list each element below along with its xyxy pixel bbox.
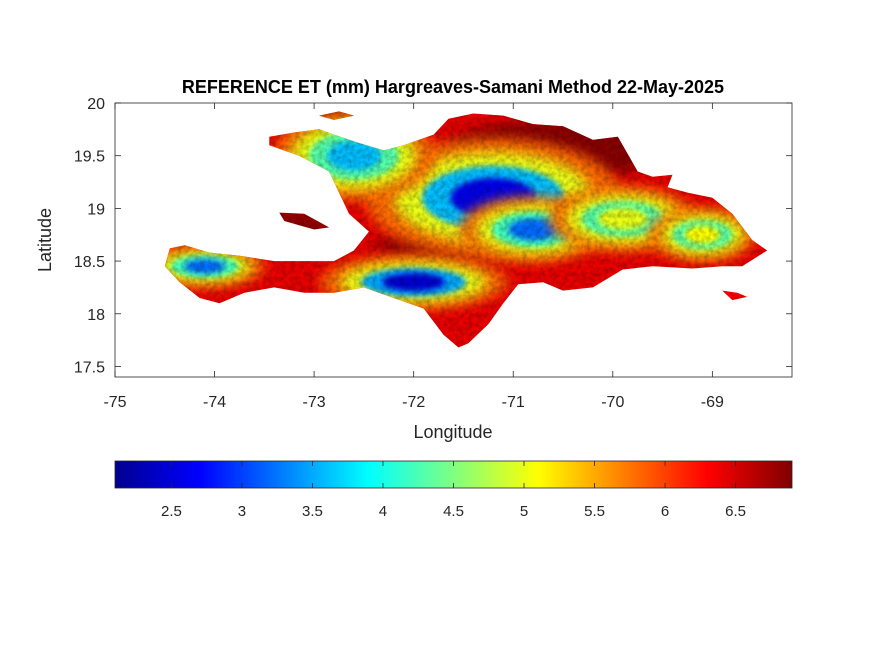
- colorbar-ticks: 2.5 3 3.5 4 4.5 5 5.5 6 6.5: [161, 461, 746, 520]
- colorbar-tick-label: 6: [661, 503, 669, 520]
- x-tick-label: -72: [402, 394, 425, 411]
- y-tick-label: 17.5: [74, 359, 105, 376]
- y-tick-label: 20: [87, 96, 105, 113]
- y-tick-label: 18: [87, 307, 105, 324]
- colorbar-tick-label: 5: [520, 503, 528, 520]
- colorbar-tick-label: 3.5: [302, 503, 323, 520]
- plot-frame: [114, 102, 793, 378]
- y-axis: 20 19.5 19 18.5 18 17.5: [74, 96, 792, 376]
- y-tick-label: 19: [87, 201, 105, 218]
- colorbar-tick-label: 2.5: [161, 503, 182, 520]
- x-axis-label: Longitude: [413, 422, 492, 442]
- x-tick-label: -70: [601, 394, 624, 411]
- colorbar-tick-label: 3: [238, 503, 246, 520]
- y-axis-label: Latitude: [35, 208, 55, 272]
- chart-title: REFERENCE ET (mm) Hargreaves-Samani Meth…: [182, 77, 724, 97]
- colorbar-tick-label: 5.5: [584, 503, 605, 520]
- colorbar-tick-label: 6.5: [725, 503, 746, 520]
- y-tick-label: 18.5: [74, 254, 105, 271]
- x-tick-label: -71: [502, 394, 525, 411]
- colorbar-tick-label: 4.5: [443, 503, 464, 520]
- x-tick-label: -69: [701, 394, 724, 411]
- y-tick-label: 19.5: [74, 149, 105, 166]
- x-tick-label: -73: [303, 394, 326, 411]
- colorbar-tick-label: 4: [379, 503, 387, 520]
- x-axis: -75 -74 -73 -72 -71 -70 -69: [103, 103, 724, 411]
- x-tick-label: -74: [203, 394, 226, 411]
- x-tick-label: -75: [103, 394, 126, 411]
